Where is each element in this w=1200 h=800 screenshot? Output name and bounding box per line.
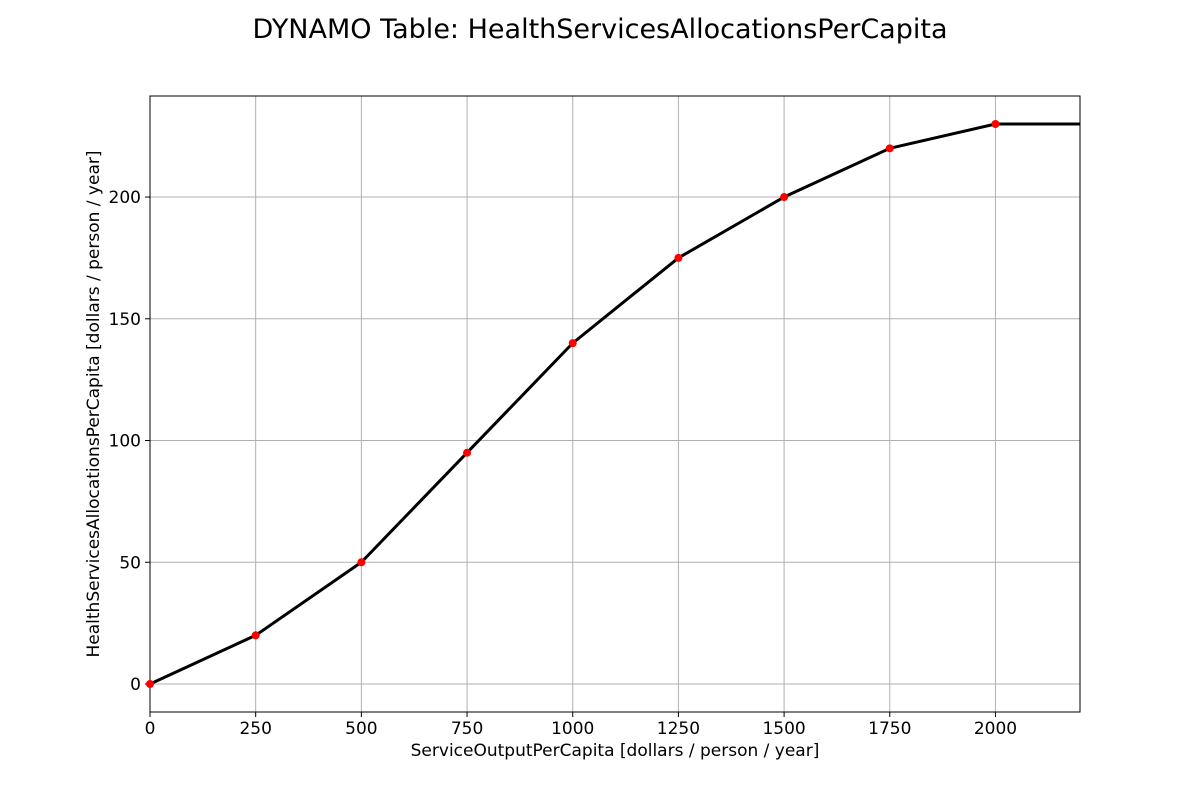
x-axis-label: ServiceOutputPerCapita [dollars / person…: [411, 741, 820, 761]
x-tick-label: 750: [451, 719, 483, 739]
points-layer: [146, 120, 1000, 688]
series-layer: [149, 122, 1080, 686]
y-tick-label: 50: [119, 553, 141, 573]
chart-title: DYNAMO Table: HealthServicesAllocationsP…: [253, 14, 948, 45]
y-axis-ticks: 0 50 100 150 200: [109, 188, 150, 695]
data-point: [674, 253, 683, 262]
y-tick-label: 100: [109, 432, 141, 452]
data-point: [991, 120, 1000, 128]
data-point: [251, 631, 260, 640]
x-tick-label: 1750: [868, 719, 911, 739]
plot-frame: [149, 95, 1081, 713]
series-line: [149, 122, 1080, 686]
data-point: [885, 144, 894, 153]
grid-layer: [149, 96, 1080, 712]
x-axis-ticks: 0 250 500 750 1000 1250 1500 1750 2000: [145, 712, 1017, 739]
x-tick-label: 500: [345, 719, 377, 739]
x-tick-label: 0: [145, 719, 156, 739]
data-point: [146, 680, 154, 688]
data-point: [780, 193, 789, 202]
x-tick-label: 2000: [974, 719, 1017, 739]
data-point: [568, 339, 577, 348]
data-point: [357, 558, 366, 567]
x-tick-label: 250: [239, 719, 271, 739]
y-tick-label: 150: [109, 310, 141, 330]
data-point: [463, 448, 472, 457]
y-tick-label: 200: [109, 188, 141, 208]
x-tick-label: 1250: [657, 719, 700, 739]
x-tick-label: 1500: [762, 719, 805, 739]
x-tick-label: 1000: [551, 719, 594, 739]
y-tick-label: 0: [130, 675, 141, 695]
y-axis-label: HealthServicesAllocationsPerCapita [doll…: [84, 151, 104, 658]
